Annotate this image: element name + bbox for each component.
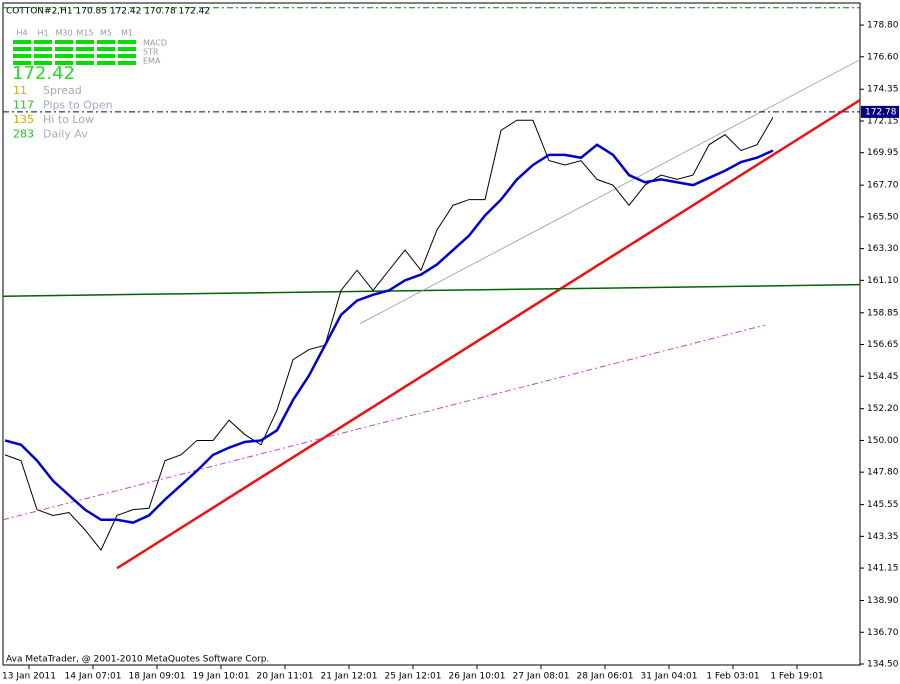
signal-bar [97, 47, 115, 51]
signal-bar [55, 47, 73, 51]
signal-bar [34, 40, 52, 44]
y-tick-label: 167.70 [867, 181, 899, 191]
signal-bar [76, 40, 94, 44]
y-tick-label: 176.60 [867, 52, 899, 62]
signal-bar [97, 54, 115, 58]
y-tick-label: 138.90 [867, 596, 899, 606]
x-tick-label: 1 Feb 19:01 [770, 672, 823, 682]
y-tick-label: 147.80 [867, 468, 899, 478]
signal-bar [97, 40, 115, 44]
timeframe-label: H4 [16, 29, 27, 38]
x-tick-label: 20 Jan 11:01 [257, 672, 314, 682]
y-tick-label: 156.65 [867, 340, 899, 350]
timeframe-label: M5 [100, 29, 112, 38]
x-tick-label: 27 Jan 08:01 [513, 672, 570, 682]
indicator-label: STR [143, 48, 159, 57]
y-tick-label: 161.10 [867, 276, 899, 286]
price: 172.42 [12, 63, 75, 84]
y-tick-label: 141.15 [867, 564, 899, 574]
x-tick-label: 14 Jan 07:01 [65, 672, 122, 682]
timeframe-label: M30 [55, 29, 72, 38]
y-tick-label: 178.80 [867, 21, 899, 31]
signal-bar [13, 54, 31, 58]
signal-bar [34, 47, 52, 51]
signal-bar [13, 61, 31, 65]
signal-bar [34, 61, 52, 65]
signal-bar [55, 61, 73, 65]
indicator-label: EMA [143, 57, 161, 66]
x-tick-label: 19 Jan 10:01 [193, 672, 250, 682]
series-line [4, 143, 774, 524]
signal-bar [34, 54, 52, 58]
signal-bar [76, 54, 94, 58]
signal-bar [55, 40, 73, 44]
trend-line [2, 283, 861, 297]
y-tick-label: 158.85 [867, 308, 899, 318]
trend-line [2, 324, 766, 521]
y-tick-label: 172.15 [867, 116, 899, 126]
y-tick-label: 150.00 [867, 436, 899, 446]
x-tick-label: 28 Jan 06:01 [577, 672, 634, 682]
x-tick-label: 1 Feb 03:01 [706, 672, 759, 682]
stat-label: Spread [43, 84, 82, 97]
y-tick-label: 152.20 [867, 404, 899, 414]
trend-line [116, 99, 861, 570]
signal-bar [55, 54, 73, 58]
x-tick-label: 13 Jan 2011 [2, 672, 56, 682]
ask-label: 172.78 [865, 107, 897, 117]
stat-value: 135 [13, 113, 34, 126]
x-tick-label: 26 Jan 10:01 [449, 672, 506, 682]
signal-bar [76, 47, 94, 51]
signal-bar [76, 61, 94, 65]
signal-bar [13, 40, 31, 44]
timeframe-label: H1 [37, 29, 48, 38]
trend-line [359, 59, 861, 324]
y-tick-label: 145.55 [867, 500, 899, 510]
plot-frame [2, 2, 861, 666]
stat-value: 117 [13, 99, 34, 112]
x-tick-label: 21 Jan 12:01 [321, 672, 378, 682]
x-tick-label: 18 Jan 09:01 [129, 672, 186, 682]
timeframe-label: M15 [76, 29, 93, 38]
y-tick-label: 154.45 [867, 372, 899, 382]
stat-value: 283 [13, 128, 34, 141]
x-tick-label: 25 Jan 12:01 [385, 672, 442, 682]
y-tick-label: 134.50 [867, 659, 899, 669]
indicator-label: MACD [143, 39, 167, 48]
signal-bar [97, 61, 115, 65]
ask-label-box [861, 105, 899, 118]
stat-label: Pips to Open [43, 99, 113, 112]
x-tick-label: 31 Jan 04:01 [641, 672, 698, 682]
signal-bar [118, 40, 136, 44]
signal-bar [118, 61, 136, 65]
y-tick-label: 136.70 [867, 628, 899, 638]
stat-label: Hi to Low [43, 113, 94, 126]
y-tick-label: 174.35 [867, 85, 899, 95]
signal-bar [118, 54, 136, 58]
stat-label: Daily Av [43, 128, 88, 141]
timeframe-label: M1 [121, 29, 133, 38]
copyright: Ava MetaTrader, @ 2001-2010 MetaQuotes S… [6, 655, 269, 665]
y-tick-label: 163.30 [867, 244, 899, 254]
series-line [4, 117, 774, 551]
signal-bar [118, 47, 136, 51]
y-tick-label: 165.50 [867, 212, 899, 222]
y-tick-label: 143.35 [867, 532, 899, 542]
signal-bar [13, 47, 31, 51]
chart-header: COTTON#2,H1 170.85 172.42 170.78 172.42 [6, 7, 210, 17]
stat-value: 11 [13, 84, 27, 97]
y-tick-label: 169.95 [867, 148, 899, 158]
